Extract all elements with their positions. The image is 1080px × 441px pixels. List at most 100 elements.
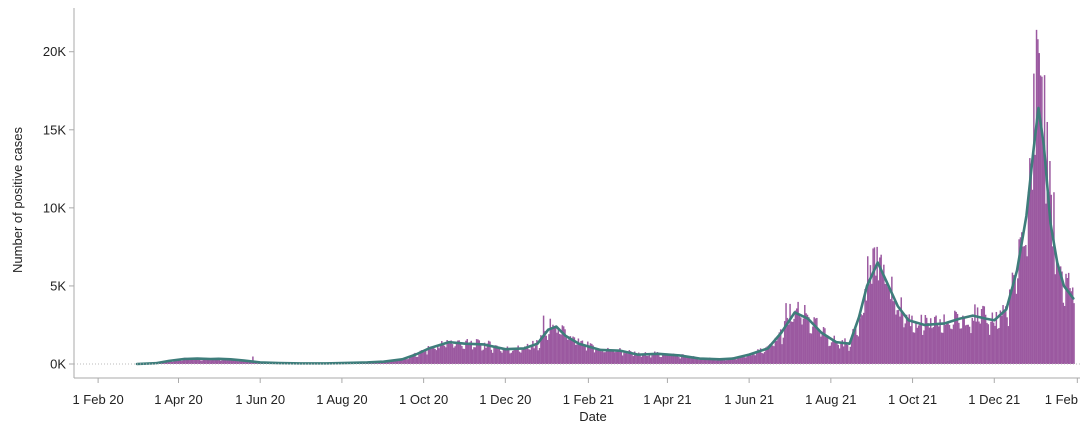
daily-bar xyxy=(1057,265,1058,364)
daily-bar xyxy=(896,310,897,364)
daily-bar xyxy=(492,353,493,364)
daily-bar xyxy=(1053,192,1054,364)
daily-bar xyxy=(839,348,840,364)
daily-bar xyxy=(429,349,430,364)
daily-bar xyxy=(998,328,999,364)
daily-bar xyxy=(749,355,750,364)
daily-bar xyxy=(571,340,572,364)
daily-bar xyxy=(204,359,205,364)
daily-bar xyxy=(807,315,808,364)
daily-bar xyxy=(704,360,705,364)
daily-bar xyxy=(559,334,560,364)
daily-bar xyxy=(728,360,729,364)
daily-bar xyxy=(866,301,867,364)
daily-bar xyxy=(1045,204,1046,364)
daily-bar xyxy=(670,356,671,364)
daily-bar xyxy=(1028,192,1029,364)
y-tick-label: 0K xyxy=(50,357,66,372)
daily-bar xyxy=(600,351,601,364)
x-tick-label: 1 Oct 21 xyxy=(888,392,937,407)
daily-bar xyxy=(886,284,887,364)
daily-bar xyxy=(480,345,481,364)
daily-bar xyxy=(1073,303,1074,364)
daily-bar xyxy=(614,352,615,364)
daily-bar xyxy=(874,247,875,364)
daily-bar xyxy=(476,339,477,364)
daily-bar xyxy=(603,352,604,364)
daily-bar xyxy=(817,329,818,364)
y-tick-label: 10K xyxy=(43,200,66,215)
daily-bar xyxy=(584,346,585,364)
daily-bar xyxy=(633,356,634,364)
daily-bar xyxy=(980,324,981,364)
daily-bar xyxy=(566,338,567,364)
daily-bar xyxy=(793,319,794,364)
daily-bar xyxy=(641,357,642,364)
daily-bar xyxy=(1017,278,1018,364)
daily-bar xyxy=(493,348,494,364)
daily-bar xyxy=(918,325,919,364)
daily-bar xyxy=(523,349,524,364)
daily-bar xyxy=(1016,294,1017,364)
daily-bar xyxy=(434,349,435,364)
daily-bar xyxy=(892,301,893,364)
daily-bar xyxy=(669,356,670,364)
daily-bar xyxy=(542,338,543,364)
y-tick-label: 15K xyxy=(43,122,66,137)
daily-bar xyxy=(958,323,959,364)
daily-bar xyxy=(555,328,556,364)
daily-bar xyxy=(820,337,821,364)
daily-bar xyxy=(625,353,626,364)
daily-bar xyxy=(796,308,797,364)
daily-bar xyxy=(718,360,719,364)
daily-bar xyxy=(520,353,521,364)
daily-bar xyxy=(602,351,603,364)
daily-bar xyxy=(838,345,839,364)
daily-bar xyxy=(771,345,772,364)
daily-bar xyxy=(800,317,801,364)
daily-bar xyxy=(903,327,904,364)
daily-bar xyxy=(485,348,486,364)
daily-bar xyxy=(449,343,450,364)
daily-bar xyxy=(408,359,409,364)
daily-bar xyxy=(795,310,796,364)
daily-bar xyxy=(867,256,868,364)
daily-bar xyxy=(508,349,509,364)
daily-bar xyxy=(539,348,540,364)
x-tick-label: 1 Aug 20 xyxy=(316,392,367,407)
daily-bar xyxy=(442,344,443,364)
daily-bar xyxy=(862,315,863,364)
daily-bar xyxy=(211,360,212,364)
daily-bar xyxy=(827,335,828,364)
daily-bar xyxy=(706,360,707,364)
daily-bar xyxy=(809,333,810,364)
daily-bar xyxy=(951,329,952,364)
daily-bar xyxy=(942,333,943,364)
daily-bar xyxy=(183,360,184,364)
daily-bar xyxy=(1006,317,1007,364)
daily-bar xyxy=(531,347,532,364)
daily-bar xyxy=(460,342,461,364)
daily-bar xyxy=(943,314,944,364)
daily-bar xyxy=(913,332,914,364)
daily-bar xyxy=(946,322,947,364)
daily-bar xyxy=(828,346,829,364)
daily-bar xyxy=(811,333,812,364)
daily-bar xyxy=(1049,161,1050,364)
daily-bar xyxy=(604,352,605,364)
daily-bar xyxy=(856,335,857,364)
daily-bar xyxy=(1071,291,1072,364)
daily-bar xyxy=(1024,246,1025,364)
daily-bar xyxy=(515,350,516,364)
daily-bar xyxy=(1052,246,1053,364)
daily-bar xyxy=(759,352,760,364)
daily-bar xyxy=(647,356,648,364)
daily-bar xyxy=(595,350,596,364)
daily-bar xyxy=(499,349,500,364)
daily-bar xyxy=(228,360,229,364)
daily-bar xyxy=(1063,303,1064,364)
daily-bar xyxy=(791,321,792,364)
daily-bar xyxy=(969,327,970,364)
daily-bar xyxy=(859,318,860,364)
daily-bar xyxy=(513,349,514,364)
